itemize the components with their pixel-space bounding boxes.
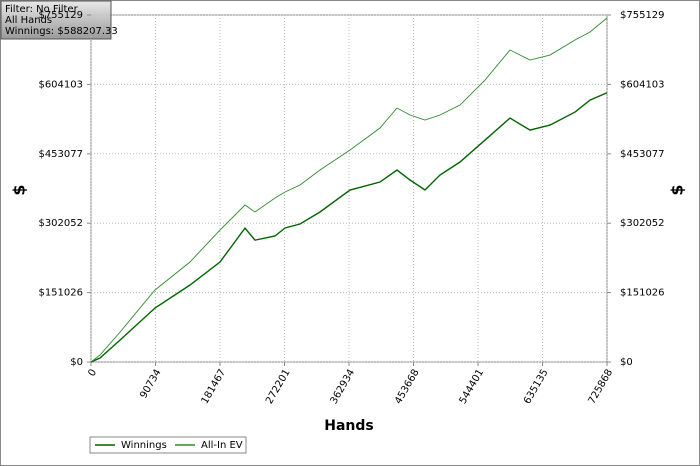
- y-tick-label: $453077: [38, 149, 83, 160]
- series-line: [90, 92, 608, 363]
- legend-label: Winnings: [121, 440, 167, 451]
- info-text: Winnings: $588207.33: [5, 26, 118, 37]
- y-axis-title: $: [668, 184, 687, 195]
- y-tick-label: $302052: [620, 218, 665, 229]
- y-tick-label: $755129: [620, 10, 665, 21]
- y-tick-label: $604103: [620, 79, 665, 90]
- y-tick-label: $0: [70, 357, 83, 368]
- info-text: Filter: No Filter: [5, 4, 79, 15]
- series-line: [90, 17, 608, 363]
- y-tick-label: $755129: [38, 10, 83, 21]
- y-tick-label: $151026: [38, 288, 83, 299]
- legend-label: All-In EV: [201, 440, 243, 451]
- info-box: [0, 0, 112, 40]
- legend: [89, 436, 247, 454]
- info-text: All Hands: [5, 15, 52, 26]
- y-axis-title: $: [10, 184, 29, 195]
- y-tick-label: $151026: [620, 288, 665, 299]
- y-tick-label: $0: [620, 357, 633, 368]
- x-axis-title: Hands: [324, 418, 374, 434]
- y-tick-label: $453077: [620, 149, 665, 160]
- x-tick-label: 0: [86, 368, 99, 379]
- y-tick-label: $604103: [38, 79, 83, 90]
- y-tick-label: $302052: [38, 218, 83, 229]
